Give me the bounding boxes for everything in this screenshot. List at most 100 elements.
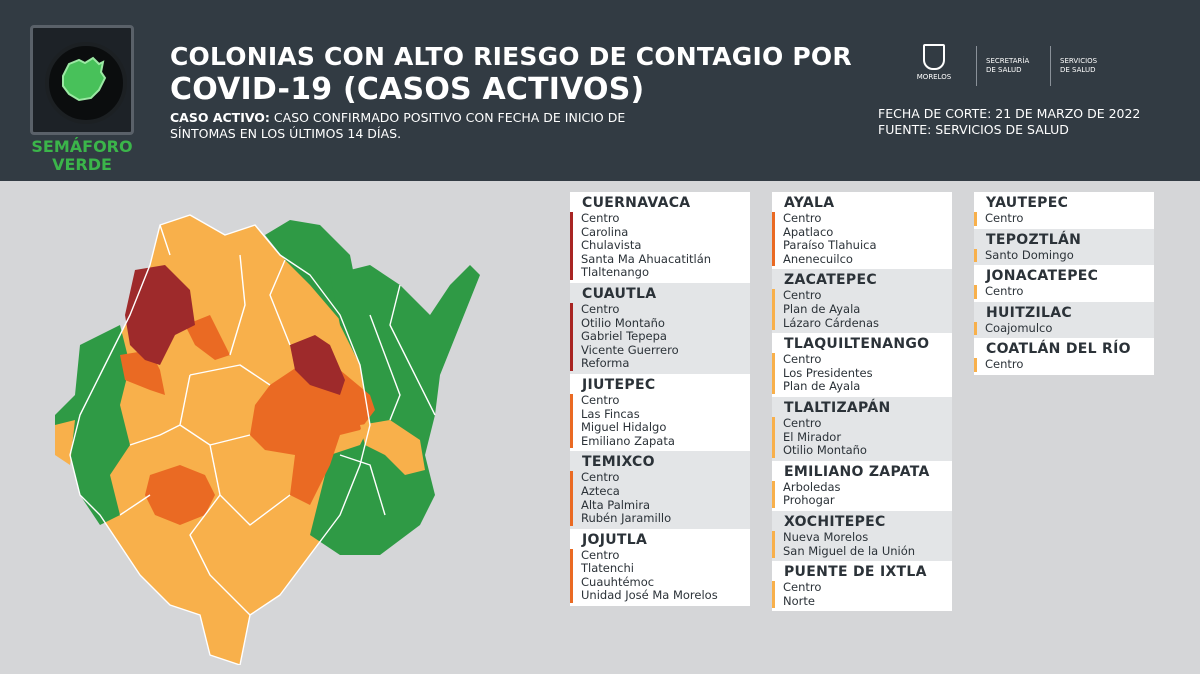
map-region-orange-mid (185, 315, 230, 360)
colonia-item: Norte (783, 593, 815, 608)
municipio-name: COATLÁN DEL RÍO (986, 341, 1131, 358)
municipio-block: ZACATEPEC Centro Plan de Ayala Lázaro Cárde… (772, 269, 952, 334)
municipio-name: TEPOZTLÁN (986, 231, 1082, 248)
municipio-block: PUENTE DE IXTLA Centro Norte (772, 561, 952, 612)
semaforo-line1: SEMÁFORO (31, 137, 133, 156)
colonia-item: Plan de Ayala (783, 379, 861, 394)
municipio-name: AYALA (784, 195, 835, 211)
colonias-list: Centro Norte (772, 580, 952, 609)
municipio-block: TEPOZTLÁN Santo Domingo (974, 228, 1154, 266)
colonia-item: Carolina (581, 224, 629, 239)
municipio-block: JOJUTLA Centro Tlatenchi Cuauhtémoc Unidad J… (570, 528, 750, 607)
map-borders (69, 214, 436, 665)
municipio-name: ZACATEPEC (784, 272, 877, 289)
colonia-item: San Miguel de la Unión (783, 543, 916, 558)
colonia-item: El Mirador (783, 429, 842, 444)
municipio-block: YAUTEPEC Centro (974, 192, 1154, 229)
colonia-item: Centro (581, 301, 620, 316)
servicios-line1: SERVICIOS (1060, 57, 1098, 65)
secretaria-line2: DE SALUD (986, 66, 1022, 74)
colonia-item: Otilio Montaño (581, 315, 665, 330)
colonia-item: Santo Domingo (985, 247, 1074, 262)
colonias-list: Centro Tlatenchi Cuauhtémoc Unidad José Ma … (570, 548, 750, 604)
servicios-line2: DE SALUD (1060, 66, 1096, 74)
colonia-item: Gabriel Tepepa (581, 329, 667, 344)
colonias-list: Centro (974, 285, 1154, 299)
municipio-block: EMILIANO ZAPATA Arboledas Prohogar (772, 460, 952, 511)
colonia-item: Tlaltenango (581, 265, 650, 280)
colonias-list: Centro (974, 358, 1154, 372)
municipio-name: XOCHITEPEC (784, 513, 886, 530)
colonia-item: Centro (783, 288, 822, 303)
colonia-item: Chulavista (581, 238, 642, 253)
municipio-name: TLALTIZAPÁN (784, 399, 891, 416)
municipio-name: CUERNAVACA (582, 195, 691, 211)
semaforo-badge (30, 25, 134, 135)
colonia-item: Anenecuilco (783, 251, 853, 266)
definition: CASO ACTIVO: CASO CONFIRMADO POSITIVO CO… (170, 110, 640, 142)
colonia-item: Miguel Hidalgo (581, 420, 667, 435)
municipio-block: TEMIXCO Centro Azteca Alta Palmira Rubén Jar… (570, 451, 750, 529)
map-region-red-cuautla (290, 335, 345, 395)
colonias-list: Santo Domingo (974, 247, 1154, 263)
colonia-item: Centro (985, 284, 1024, 299)
logo-divider (1050, 46, 1051, 86)
colonia-item: Los Presidentes (783, 365, 873, 380)
colonia-item: Otilio Montaño (783, 443, 867, 458)
colonia-item: Centro (783, 352, 822, 367)
logo-divider (976, 46, 977, 86)
definition-text: CASO CONFIRMADO POSITIVO CON FECHA DE IN… (170, 110, 626, 141)
municipio-block: CUAUTLA Centro Otilio Montaño Gabriel Tepep… (570, 282, 750, 374)
municipio-name: HUITZILAC (986, 304, 1072, 321)
colonia-item: Centro (985, 357, 1024, 372)
colonia-item: Arboledas (783, 479, 841, 494)
colonia-item: Centro (985, 211, 1024, 225)
colonia-item: Reforma (581, 356, 630, 371)
municipio-name: PUENTE DE IXTLA (784, 564, 927, 581)
colonia-item: Centro (783, 415, 822, 430)
meta-info: FECHA DE CORTE: 21 DE MARZO DE 2022 FUEN… (878, 106, 1140, 138)
municipio-block: HUITZILAC Coajomulco (974, 301, 1154, 339)
colonia-item: Nueva Morelos (783, 529, 869, 544)
colonia-item: Centro (581, 392, 620, 407)
colonia-item: Santa Ma Ahuacatitlán (581, 251, 712, 266)
municipio-block: AYALA Centro Apatlaco Paraíso Tlahuica Anene… (772, 192, 952, 270)
page-title: COLONIAS CON ALTO RIESGO DE CONTAGIO POR… (170, 40, 852, 106)
colonias-list: Centro Azteca Alta Palmira Rubén Jaramillo (570, 471, 750, 526)
colonia-item: Plan de Ayala (783, 301, 861, 316)
colonias-list: Coajomulco (974, 320, 1154, 336)
secretaria-line1: SECRETARÍA (986, 57, 1030, 65)
colonias-list: Centro (974, 211, 1154, 226)
colonia-item: Rubén Jaramillo (581, 511, 672, 526)
municipio-block: COATLÁN DEL RÍO Centro (974, 338, 1154, 375)
servicios-salud-logo: SERVICIOS DE SALUD (1060, 57, 1097, 75)
title-line1: COLONIAS CON ALTO RIESGO DE CONTAGIO POR (170, 42, 852, 71)
municipio-block: TLALTIZAPÁN Centro El Mirador Otilio Montañ… (772, 396, 952, 461)
map-region-yellow-east (360, 420, 425, 475)
municipio-block: JIUTEPEC Centro Las Fincas Miguel Hidalgo Em… (570, 373, 750, 452)
title-line2: COVID-19 (CASOS ACTIVOS) (170, 72, 645, 107)
colonia-item: Coajomulco (985, 320, 1053, 335)
semaforo-label: SEMÁFORO VERDE (22, 138, 142, 174)
colonia-item: Vicente Guerrero (581, 342, 679, 357)
colonias-list: Centro Carolina Chulavista Santa Ma Ahuacat… (570, 211, 750, 280)
map-region-orange-sw (145, 465, 215, 525)
map-region-west-green (55, 325, 130, 525)
semaforo-light (45, 42, 127, 124)
map-region-central-orange (250, 365, 375, 505)
colonias-list: Centro Las Fincas Miguel Hidalgo Emiliano Z… (570, 392, 750, 449)
municipio-name: YAUTEPEC (986, 195, 1069, 211)
fecha-corte: FECHA DE CORTE: 21 DE MARZO DE 2022 (878, 106, 1141, 121)
colonia-item: Centro (581, 211, 620, 225)
municipio-block: CUERNAVACA Centro Carolina Chulavista Santa … (570, 192, 750, 283)
colonias-list: Centro Plan de Ayala Lázaro Cárdenas (772, 288, 952, 331)
municipio-name: JOJUTLA (582, 531, 648, 548)
fuente: FUENTE: SERVICIOS DE SALUD (878, 122, 1069, 137)
colonia-item: Lázaro Cárdenas (783, 315, 880, 330)
colonia-item: Centro (783, 211, 822, 225)
colonias-column: YAUTEPEC Centro TEPOZTLÁN Santo Domingo JONA… (974, 192, 1154, 375)
colonia-item: Azteca (581, 483, 620, 498)
colonias-column: AYALA Centro Apatlaco Paraíso Tlahuica Anene… (772, 192, 952, 612)
municipio-block: JONACATEPEC Centro (974, 265, 1154, 302)
definition-label: CASO ACTIVO: (170, 110, 270, 125)
